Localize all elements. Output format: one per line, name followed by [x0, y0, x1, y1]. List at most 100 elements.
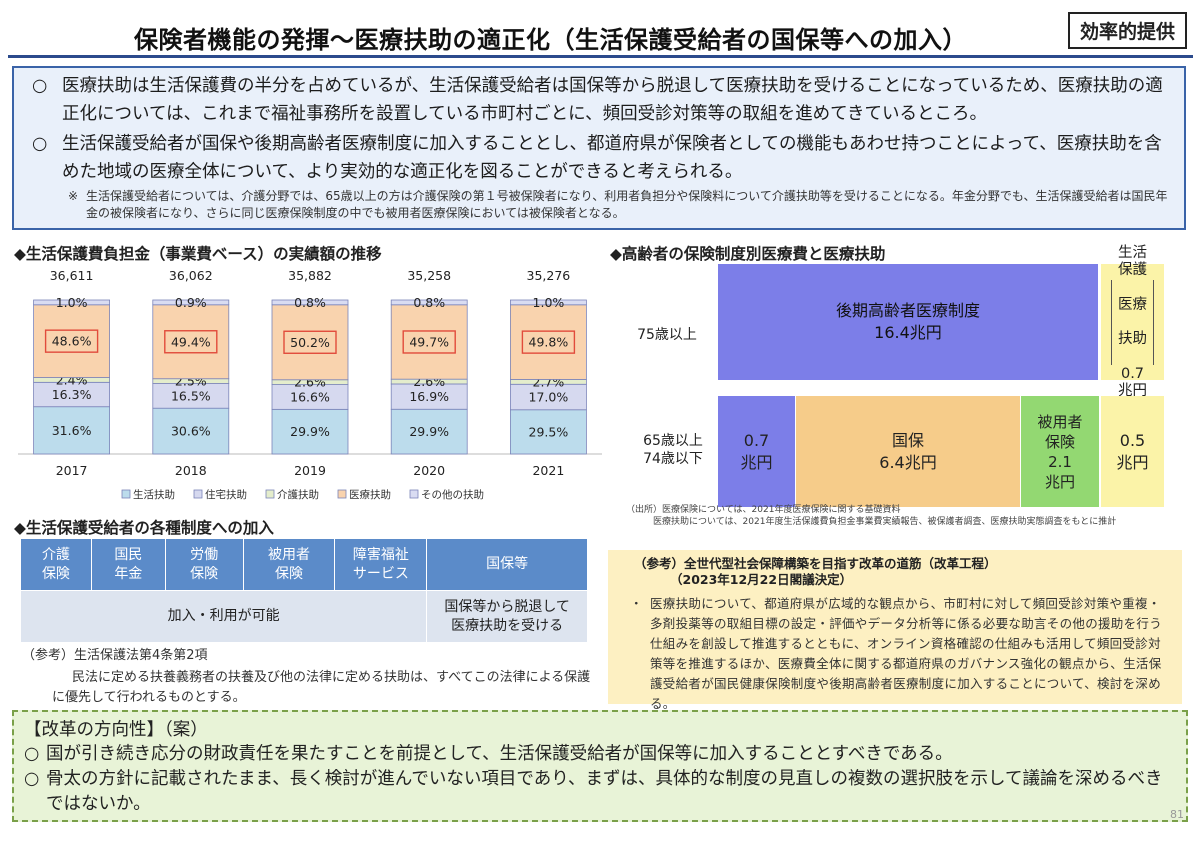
title-bar: 保険者機能の発揮～医療扶助の適正化（生活保護受給者の国保等への加入） 効率的提供 [8, 6, 1193, 58]
cell-available: 加入・利用が可能 [19, 590, 428, 643]
enroll-body-row: 加入・利用が可能 国保等から脱退して 医療扶助を受ける [19, 590, 588, 643]
block-kokuho: 国保 6.4兆円 [796, 396, 1020, 507]
legend-label-2: 介護扶助 [277, 488, 319, 501]
block-late-elderly-young: 0.7 兆円 [718, 396, 795, 507]
bar-segment-2018-4 [152, 299, 230, 306]
bar-segment-2018-0 [152, 407, 230, 455]
x-tick-2019: 2019 [294, 463, 326, 478]
reform-direction-box: 【改革の方向性】（案） ○ 国が引き続き応分の財政責任を果たすことを前提として、… [12, 710, 1188, 822]
bar-segment-2017-4 [33, 299, 111, 306]
bar-segment-2019-1 [271, 384, 349, 410]
bar-segment-2017-0 [33, 406, 111, 455]
highlight-box-2017 [44, 329, 99, 353]
legend-swatch-0 [121, 489, 131, 499]
data-label-2017-0: 31.6% [52, 423, 92, 438]
legend-swatch-1 [193, 489, 203, 499]
block-med-aid-65: 0.5 兆円 [1101, 396, 1164, 507]
block-late-elderly-value: 16.4兆円 [874, 323, 942, 342]
total-label-2019: 35,882 [288, 268, 332, 283]
data-label-2019-1: 16.6% [290, 389, 330, 404]
summary-text: 医療扶助は生活保護費の半分を占めているが、生活保護受給者は国保等から脱退して医療… [62, 76, 1163, 124]
circle-bullet: ○ [24, 744, 40, 764]
data-label-2018-0: 30.6% [171, 424, 211, 439]
law-reference: （参考）生活保護法第4条第2項 民法に定める扶養義務者の扶養及び他の法律に定める… [22, 646, 602, 708]
data-label-2018-1: 16.5% [171, 388, 211, 403]
total-label-2021: 35,276 [527, 268, 571, 283]
direction-item: ○ 国が引き続き応分の財政責任を果たすことを前提として、生活保護受給者が国保等に… [24, 742, 1176, 767]
reform-body-text: 医療扶助について、都道府県が広域的な観点から、市町村に対して頻回受診対策や重複・… [650, 596, 1163, 711]
cell-withdraw: 国保等から脱退して 医療扶助を受ける [426, 590, 588, 643]
data-label-2019-3: 50.2% [290, 335, 330, 350]
dot-bullet: ・ [630, 596, 643, 611]
direction-title: 【改革の方向性】（案） [24, 720, 208, 740]
enroll-header-row: 介護 保険 国民 年金 労働 保険 被用者 保険 障害福祉 サービス 国保等 [20, 538, 588, 591]
hdr-care-insurance: 介護 保険 [20, 538, 92, 591]
block-kokuho-label: 国保 [891, 430, 924, 450]
total-label-2020: 35,258 [407, 268, 451, 283]
reform-date: （2023年12月22日閣議決定） [670, 572, 853, 587]
elderly-section-title: ◆高齢者の保険制度別医療費と医療扶助 [610, 245, 886, 263]
summary-item: ○ 医療扶助は生活保護費の半分を占めているが、生活保護受給者は国保等から脱退して… [26, 72, 1172, 128]
direction-text: 骨太の方針に記載されたまま、長く検討が進んでいない項目であり、まずは、具体的な制… [46, 769, 1163, 814]
legend-label-3: 医療扶助 [349, 488, 391, 501]
bar-segment-2021-1 [509, 383, 587, 411]
med-aid-label-2: 医療 [1118, 296, 1147, 313]
data-label-2021-3: 49.8% [529, 335, 569, 350]
reform-title: （参考）全世代型社会保障構築を目指す改革の道筋（改革工程） [634, 556, 997, 571]
med-aid-label-1: 保護 [1118, 261, 1147, 278]
x-tick-2021: 2021 [532, 463, 564, 478]
med-aid-label-3: 扶助 [1118, 330, 1147, 347]
data-label-2021-4: 1.0% [533, 295, 565, 310]
law-body: 民法に定める扶養義務者の扶養及び他の法律に定める扶助は、すべてこの法律による保護… [52, 670, 591, 705]
row-label-65-74: 65歳以上 74歳以下 [643, 433, 703, 467]
page-title: 保険者機能の発揮～医療扶助の適正化（生活保護受給者の国保等への加入） [134, 26, 967, 54]
bar-section-title: ◆生活保護費負担金（事業費ベース）の実績額の推移 [14, 245, 382, 263]
data-label-2018-4: 0.9% [175, 295, 207, 310]
reform-reference-box: （参考）全世代型社会保障構築を目指す改革の道筋（改革工程） （2023年12月2… [608, 550, 1182, 711]
med-aid-label-0: 生活 [1118, 244, 1147, 261]
legend-swatch-4 [409, 489, 419, 499]
hdr-national-pension: 国民 年金 [90, 538, 166, 591]
data-label-2017-1: 16.3% [52, 387, 92, 402]
circle-bullet: ○ [32, 134, 48, 154]
legend-label-0: 生活扶助 [133, 488, 175, 501]
reform-body: ・ 医療扶助について、都道府県が広域的な観点から、市町村に対して頻回受診対策や重… [620, 594, 1170, 714]
bar-segment-2021-0 [509, 409, 587, 455]
data-label-2021-1: 17.0% [529, 390, 569, 405]
block-kokuho-value: 6.4兆円 [879, 452, 937, 472]
hdr-kokuho: 国保等 [426, 538, 588, 591]
bar-segment-2020-4 [390, 299, 468, 306]
summary-note: ※ 生活保護受給者については、介護分野では、65歳以上の方は介護保険の第１号被保… [26, 188, 1172, 222]
row-label-75: 75歳以上 [637, 327, 697, 343]
bar-segment-2017-1 [33, 381, 111, 408]
data-label-2020-4: 0.8% [413, 295, 445, 310]
block-late-elderly: 後期高齢者医療制度 16.4兆円 [718, 264, 1098, 380]
total-label-2018: 36,062 [169, 268, 213, 283]
highlight-box-2020 [402, 330, 456, 354]
bar-segment-2019-0 [271, 408, 349, 455]
enroll-section-title: ◆生活保護受給者の各種制度への加入 [14, 519, 274, 537]
x-tick-2018: 2018 [175, 463, 207, 478]
enroll-table: 介護 保険 国民 年金 労働 保険 被用者 保険 障害福祉 サービス 国保等 加… [19, 538, 588, 643]
data-label-2021-0: 29.5% [529, 424, 569, 439]
source-note: （出所）医療保険については、2021年度医療保険に関する基礎資料 医療扶助につい… [626, 505, 1117, 527]
direction-text: 国が引き続き応分の財政責任を果たすことを前提として、生活保護受給者が国保等に加入… [46, 744, 953, 764]
law-title: （参考）生活保護法第4条第2項 [22, 648, 208, 663]
total-label-2017: 36,611 [50, 268, 94, 283]
highlight-box-2021 [521, 330, 576, 354]
data-label-2019-4: 0.8% [294, 295, 326, 310]
summary-box: ○ 医療扶助は生活保護費の半分を占めているが、生活保護受給者は国保等から脱退して… [12, 66, 1186, 230]
data-label-2019-0: 29.9% [290, 424, 330, 439]
data-label-2020-3: 49.7% [409, 334, 449, 349]
med-aid-value-75: 0.7 兆円 [1118, 365, 1147, 399]
block-med-aid-75: 生活 保護 医療 扶助 0.7 兆円 [1101, 245, 1164, 399]
circle-bullet: ○ [24, 769, 40, 789]
med-aid-bracket: 医療 扶助 [1111, 279, 1154, 365]
hdr-labor-insurance: 労働 保険 [164, 538, 244, 591]
hdr-employee-insurance: 被用者 保険 [242, 538, 336, 591]
legend-label-1: 住宅扶助 [205, 488, 247, 501]
stacked-bar-chart: 31.6%16.3%2.4%48.6%1.0%36,611201730.6%16… [18, 268, 602, 501]
page-number: 81 [1170, 808, 1184, 821]
block-employee-insurance: 被用者 保険 2.1 兆円 [1021, 396, 1099, 507]
